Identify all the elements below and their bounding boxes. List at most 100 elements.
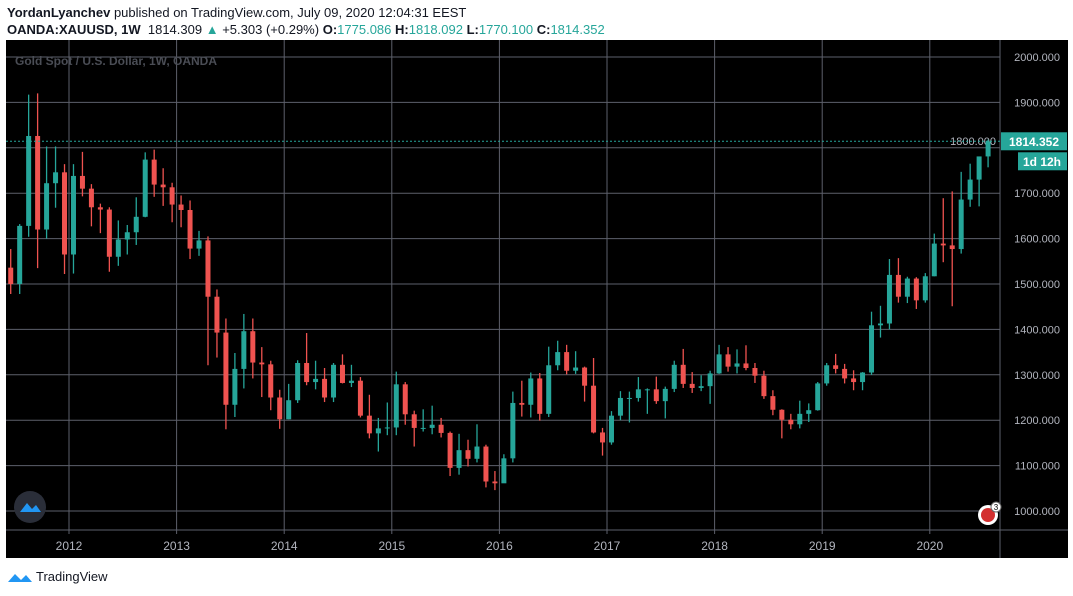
price-bar-body <box>635 389 641 398</box>
price-bar-body <box>958 199 964 250</box>
price-bar-body <box>384 427 390 429</box>
price-bar-body <box>931 243 937 277</box>
price-bar-body <box>573 367 579 371</box>
price-bar-body <box>716 354 722 374</box>
price-bar-body <box>474 446 480 459</box>
us-flag-icon <box>981 508 995 522</box>
price-bar-body <box>304 362 310 383</box>
price-bar-body <box>268 364 274 398</box>
price-bar-body <box>277 397 283 420</box>
price-bar-body <box>869 325 875 373</box>
price-bar-body <box>833 365 839 369</box>
price-bar-body <box>949 245 955 250</box>
y-tick-label: 1000.000 <box>1014 506 1060 518</box>
price-bar-body <box>662 388 668 402</box>
price-bar-body <box>142 159 148 217</box>
price-bar-body <box>331 364 337 398</box>
triangle-up-icon: ▲ <box>205 22 219 37</box>
price-bar-body <box>62 172 68 255</box>
events-count-badge <box>990 501 1002 513</box>
close-label: C: <box>536 22 551 37</box>
price-bar-body <box>608 415 614 443</box>
price-bar-body <box>644 389 650 391</box>
price-bar-body <box>913 278 919 301</box>
price-bar-body <box>707 373 713 387</box>
y-tick-label: 1700.000 <box>1014 188 1060 200</box>
price-bar-body <box>770 396 776 410</box>
price-bar-body <box>976 156 982 180</box>
price-bar-body <box>375 428 381 434</box>
price-bar-body <box>465 450 471 459</box>
price-bar-body <box>546 365 552 414</box>
price-bar-body <box>313 378 319 383</box>
price-bar-body <box>106 209 112 257</box>
price-bar-body <box>904 278 910 297</box>
price-bar-body <box>53 172 59 184</box>
price-bar-body <box>322 378 328 398</box>
high-value: 1818.092 <box>408 22 463 37</box>
price-bar-body <box>250 331 256 363</box>
price-bar-body <box>653 389 659 402</box>
price-bar-body <box>519 402 525 405</box>
bar-countdown-tag <box>1018 152 1067 171</box>
last-price-tag <box>1001 132 1067 151</box>
open-value: 1775.086 <box>337 22 392 37</box>
price-bar-body <box>815 383 821 411</box>
high-label: H: <box>395 22 409 37</box>
price-bar-body <box>348 380 354 383</box>
x-tick-label: 2013 <box>163 539 190 553</box>
price-bar-body <box>886 274 892 324</box>
price-bar-body <box>295 362 301 401</box>
x-tick-label: 2015 <box>378 539 405 553</box>
chart-watermark-title: Gold Spot / U.S. Dollar, 1W, OANDA <box>15 54 217 68</box>
price-bar-body <box>860 372 866 383</box>
y-tick-label: 1100.000 <box>1015 461 1060 473</box>
price-bar-body <box>205 240 211 297</box>
last-price: 1814.309 <box>147 22 203 37</box>
price-bar-body <box>564 352 570 371</box>
y-tick-label: 1600.000 <box>1014 234 1060 246</box>
price-bar-body <box>752 367 758 376</box>
y-tick-label: 1200.000 <box>1014 415 1060 427</box>
chart-background <box>6 40 1068 558</box>
price-bar-body <box>528 378 534 405</box>
price-bar-body <box>438 424 444 433</box>
price-bar-body <box>779 409 785 420</box>
price-bar-body <box>124 232 130 240</box>
price-bar-body <box>357 380 363 416</box>
price-change: +5.303 (+0.29%) <box>222 22 320 37</box>
price-bar-body <box>70 175 76 255</box>
x-tick-label: 2018 <box>701 539 728 553</box>
price-bar-body <box>402 384 408 415</box>
price-bar-body <box>79 175 85 189</box>
brand-name: TradingView <box>36 569 108 584</box>
price-bar-body <box>582 367 588 386</box>
price-bar-body <box>17 225 23 284</box>
price-bar-body <box>429 424 435 428</box>
price-bar-body <box>797 413 803 425</box>
price-bar-body <box>591 385 597 433</box>
price-bar-body <box>214 296 220 333</box>
price-bar-body <box>922 276 928 301</box>
price-bar-body <box>555 352 561 366</box>
price-bar-body <box>842 368 848 379</box>
price-bar-body <box>196 240 202 249</box>
price-bar-body <box>600 432 606 443</box>
y-tick-label: 1900.000 <box>1014 97 1060 109</box>
last-price-tag-label: 1814.352 <box>1009 135 1059 149</box>
price-bar-body <box>626 397 632 399</box>
price-bar-body <box>420 427 426 429</box>
tradingview-brand[interactable]: TradingView <box>7 569 108 584</box>
x-tick-label: 2012 <box>56 539 83 553</box>
events-count-label: 3 <box>994 503 999 512</box>
tradingview-cloud-icon <box>20 503 41 512</box>
x-tick-label: 2014 <box>271 539 298 553</box>
x-tick-label: 2016 <box>486 539 513 553</box>
price-bar-body <box>259 362 265 365</box>
price-bar-body <box>617 397 623 416</box>
price-bar-body <box>851 378 857 383</box>
price-bar-body <box>483 446 489 482</box>
author-name[interactable]: YordanLyanchev <box>7 5 111 20</box>
price-bar-body <box>26 135 32 226</box>
